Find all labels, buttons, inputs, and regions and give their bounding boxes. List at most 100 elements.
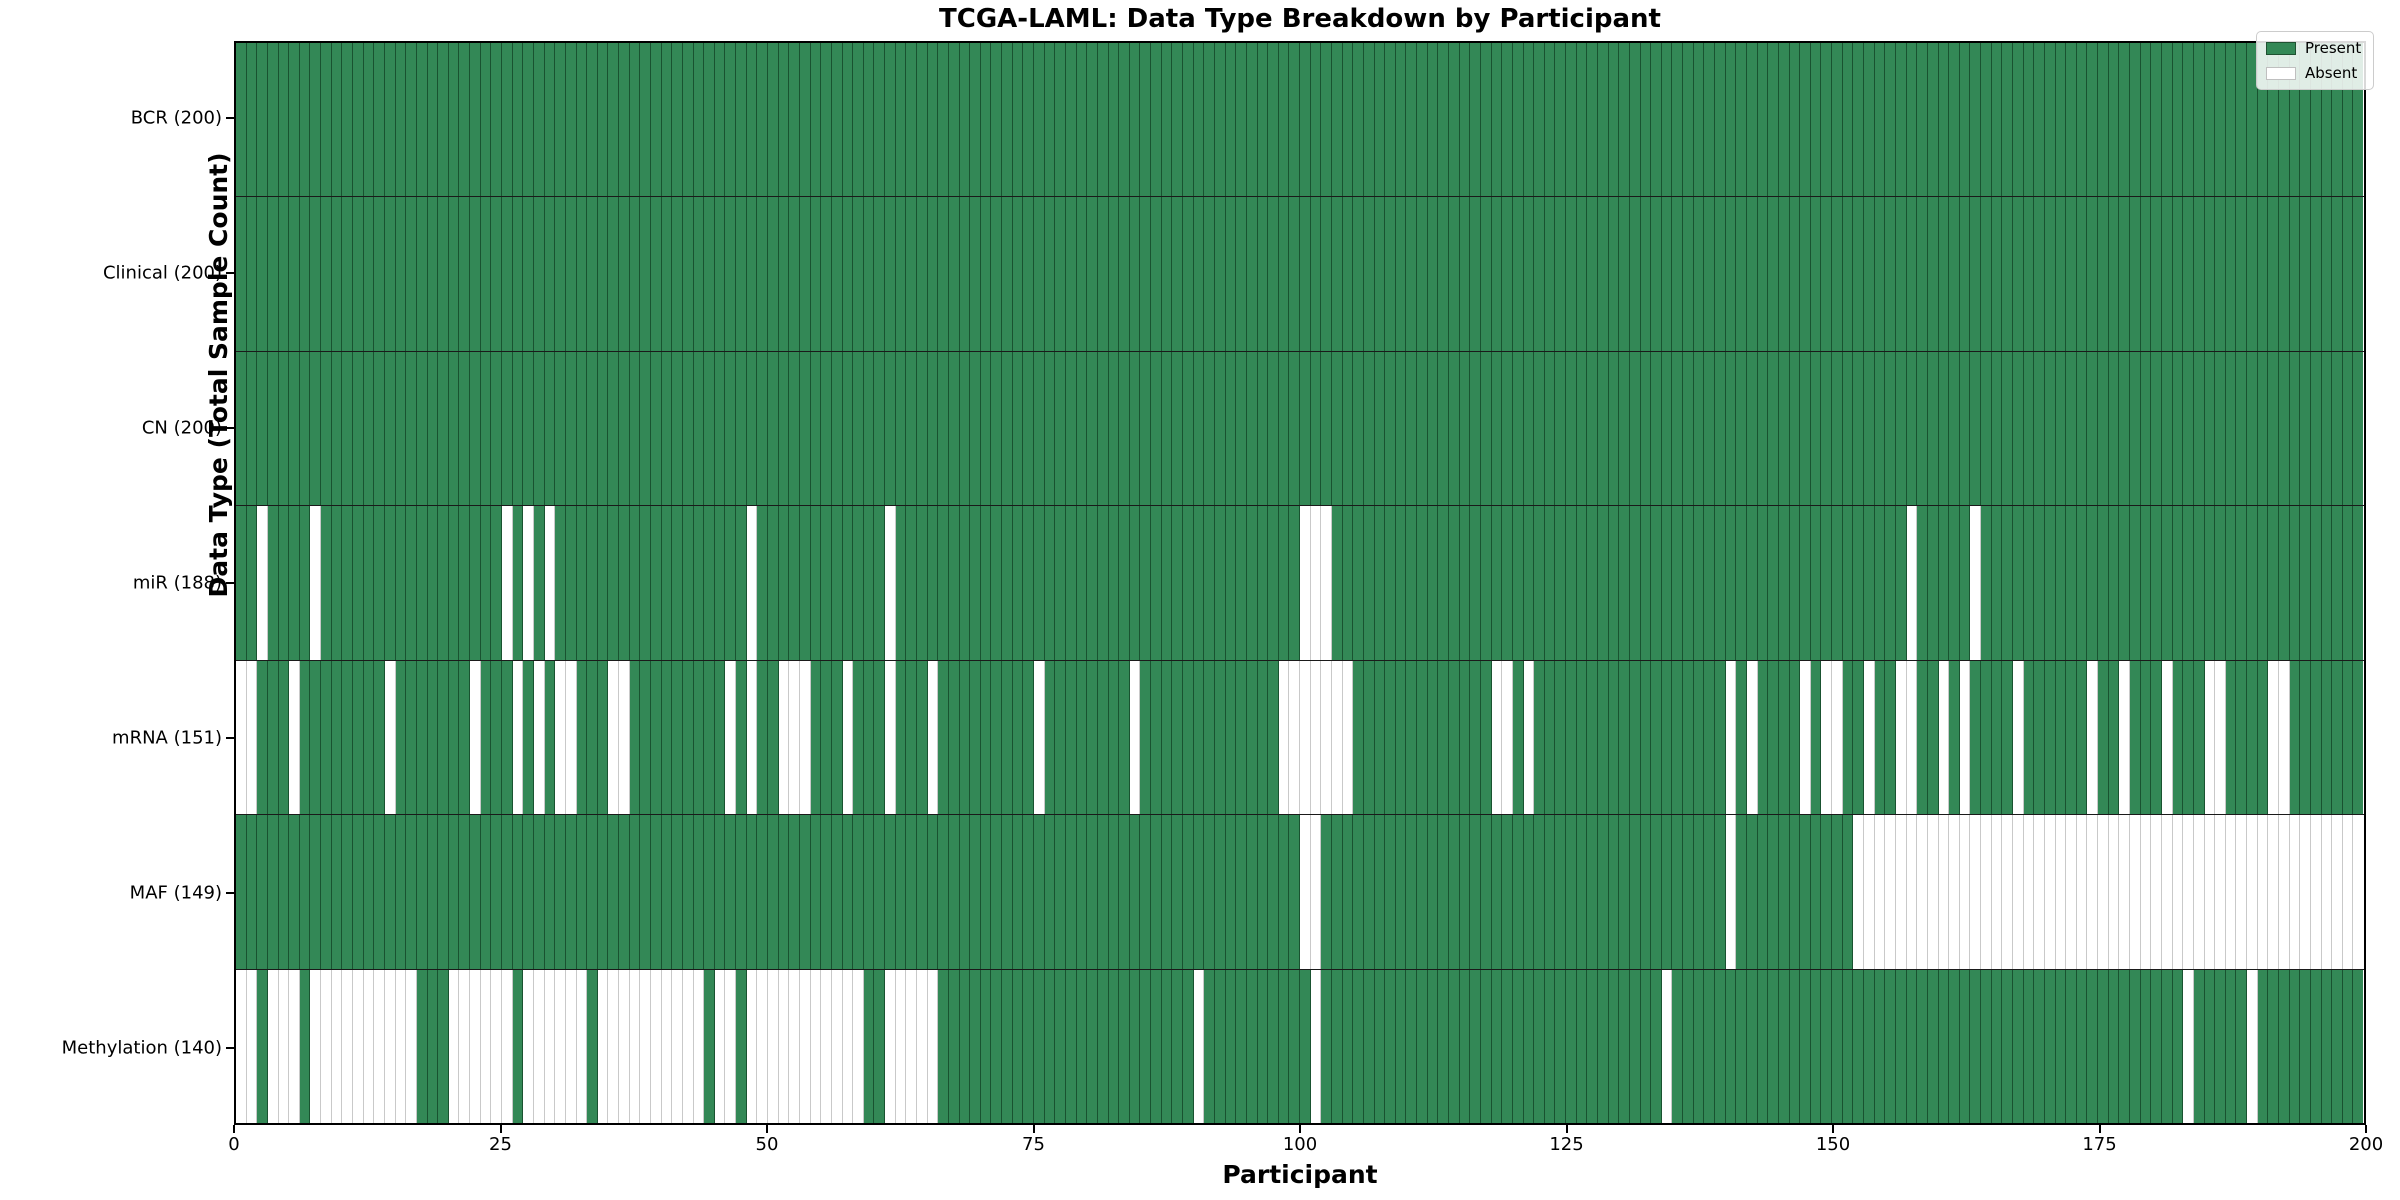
heatmap-cell (2130, 197, 2141, 351)
heatmap-cell (597, 660, 609, 815)
heatmap-cell (874, 351, 886, 506)
heatmap-cell (1289, 815, 1301, 969)
heatmap-cell (2140, 815, 2152, 969)
heatmap-cell (863, 660, 875, 815)
heatmap-cell (2108, 506, 2120, 660)
heatmap-cell (1778, 351, 1790, 506)
heatmap-cell (1331, 351, 1343, 506)
heatmap-cell (1853, 815, 1865, 969)
heatmap-cell (1140, 815, 1152, 969)
heatmap-cell (1789, 506, 1801, 660)
heatmap-cell (1789, 351, 1801, 506)
heatmap-cell (1970, 506, 1982, 660)
heatmap-cell (1821, 660, 1833, 815)
heatmap-cell (1044, 197, 1056, 351)
heatmap-cell (576, 506, 588, 660)
heatmap-cell (1502, 969, 1513, 1123)
heatmap-cell (576, 815, 588, 969)
heatmap-cell (2140, 43, 2152, 197)
heatmap-cell (1895, 43, 1907, 197)
heatmap-cell (1140, 506, 1152, 660)
heatmap-cell (704, 197, 715, 351)
heatmap-cell (1725, 197, 1737, 351)
heatmap-cell (2321, 506, 2333, 660)
heatmap-cell (587, 969, 598, 1123)
heatmap-cell (2066, 43, 2077, 197)
heatmap-cell (1853, 660, 1865, 815)
heatmap-cell (289, 660, 300, 815)
heatmap-cell (863, 815, 875, 969)
heatmap-cell (1746, 197, 1758, 351)
heatmap-cell (778, 815, 790, 969)
heatmap-cell (1342, 197, 1354, 351)
heatmap-cell (2332, 351, 2343, 506)
heatmap-cell (1151, 660, 1162, 815)
heatmap-cell (2055, 815, 2067, 969)
heatmap-cell (736, 815, 747, 969)
heatmap-cell (959, 660, 971, 815)
heatmap-cell (1927, 969, 1939, 1123)
heatmap-cell (682, 815, 694, 969)
heatmap-cell (768, 351, 779, 506)
heatmap-cell (938, 969, 949, 1123)
heatmap-cell (704, 660, 715, 815)
heatmap-cell (448, 969, 460, 1123)
heatmap-cell (948, 197, 960, 351)
heatmap-cell (1246, 660, 1258, 815)
heatmap-cell (2002, 43, 2013, 197)
heatmap-cell (821, 506, 832, 660)
heatmap-cell (1470, 660, 1481, 815)
heatmap-cell (885, 660, 896, 815)
heatmap-cell (246, 351, 258, 506)
heatmap-cell (2151, 969, 2162, 1123)
heatmap-cell (917, 660, 928, 815)
heatmap-cell (2342, 506, 2354, 660)
heatmap-cell (1183, 815, 1194, 969)
heatmap-cell (1640, 351, 1652, 506)
heatmap-cell (1895, 351, 1907, 506)
heatmap-cell (1065, 969, 1077, 1123)
heatmap-cell (1002, 351, 1013, 506)
heatmap-cell (1427, 43, 1439, 197)
heatmap-cell (1981, 197, 1992, 351)
heatmap-cell (576, 969, 588, 1123)
heatmap-cell (1608, 506, 1620, 660)
heatmap-cell (1140, 43, 1152, 197)
heatmap-cell (1991, 969, 2003, 1123)
heatmap-cell (1555, 351, 1567, 506)
heatmap-cell (2279, 197, 2290, 351)
heatmap-cell (278, 969, 290, 1123)
heatmap-cell (1587, 506, 1598, 660)
heatmap-cell (1470, 969, 1481, 1123)
heatmap-cell (948, 660, 960, 815)
heatmap-cell (2300, 43, 2311, 197)
heatmap-cell (1587, 969, 1598, 1123)
heatmap-cell (714, 197, 726, 351)
heatmap-cell (1491, 969, 1503, 1123)
heatmap-cell (459, 969, 471, 1123)
heatmap-cell (2087, 660, 2099, 815)
heatmap-cell (1842, 351, 1854, 506)
heatmap-cell (1651, 197, 1662, 351)
heatmap-cell (374, 197, 385, 351)
heatmap-cell (1395, 660, 1407, 815)
heatmap-cell (2257, 815, 2269, 969)
heatmap-cell (565, 43, 577, 197)
heatmap-cell (1076, 660, 1088, 815)
heatmap-cell (2193, 660, 2205, 815)
heatmap-cell (1214, 506, 1226, 660)
heatmap-cell (799, 43, 811, 197)
heatmap-cell (768, 660, 779, 815)
x-axis-label: Participant (1222, 1160, 1378, 1189)
heatmap-cell (2023, 969, 2035, 1123)
heatmap-cell (1406, 969, 1418, 1123)
heatmap-cell (1459, 815, 1471, 969)
heatmap-cell (1523, 43, 1535, 197)
heatmap-cell (2002, 660, 2013, 815)
heatmap-cell (1044, 506, 1056, 660)
heatmap-cell (2310, 197, 2322, 351)
heatmap-cell (1672, 969, 1684, 1123)
heatmap-cell (512, 815, 524, 969)
heatmap-cell (831, 506, 843, 660)
heatmap-cell (1427, 351, 1439, 506)
